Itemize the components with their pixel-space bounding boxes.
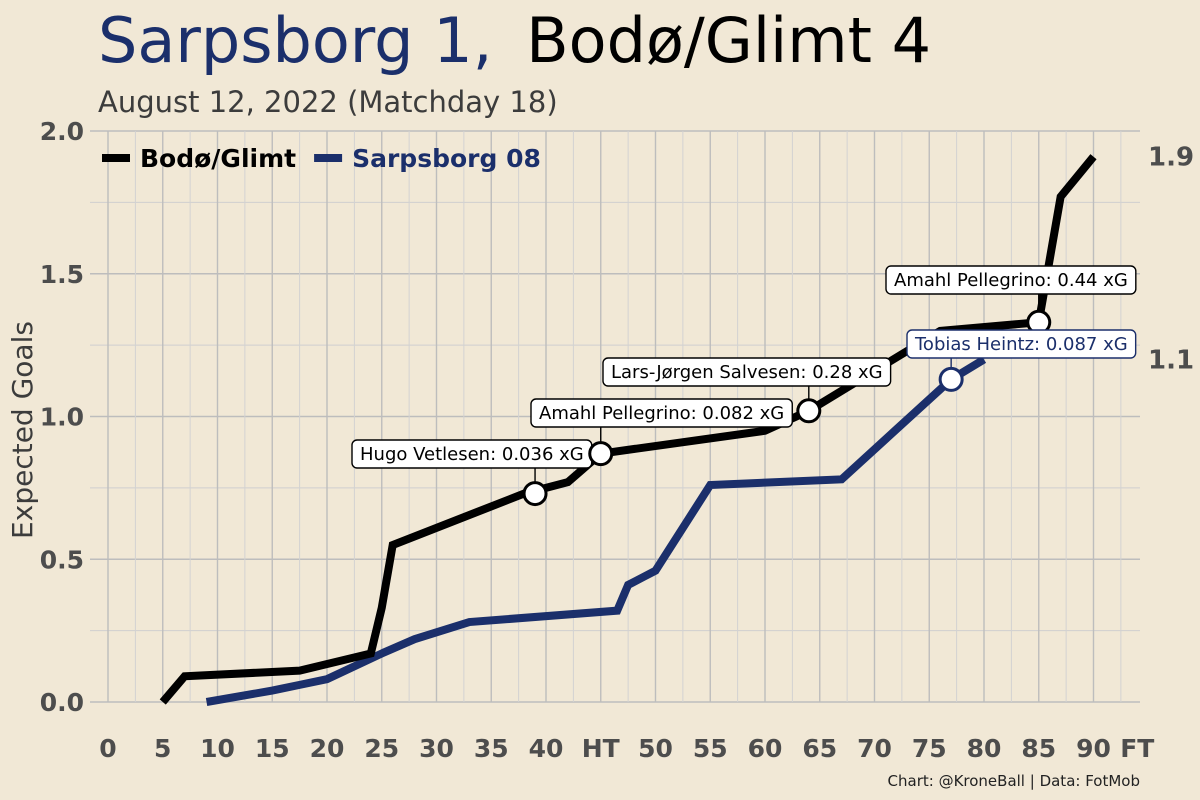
y-tick-label: 0.0 — [40, 688, 84, 717]
annotation-box — [906, 329, 1137, 359]
y-axis-ticks: 0.0 0.5 1.0 1.5 2.0 — [40, 117, 84, 717]
annotation-box — [602, 357, 892, 387]
grid-lines — [90, 130, 1140, 703]
chart-subtitle: August 12, 2022 (Matchday 18) — [98, 85, 558, 119]
series-line — [205, 355, 987, 706]
x-tick-label: 55 — [693, 734, 728, 763]
x-tick-label: 0 — [99, 734, 116, 763]
x-tick-label: 60 — [748, 734, 783, 763]
x-tick-label: 70 — [857, 734, 892, 763]
x-tick-label: FT — [1120, 734, 1154, 763]
x-tick-label: 25 — [364, 734, 399, 763]
x-tick-label: 40 — [529, 734, 564, 763]
x-axis-ticks: 0 5 10 15 20 25 30 35 40 HT 50 55 60 65 70 75 80 85 90 FT — [99, 734, 1154, 763]
x-tick-label: 75 — [912, 734, 947, 763]
annotation-text: Tobias Heintz: 0.087 xG — [914, 334, 1128, 355]
annotation-box — [530, 398, 793, 428]
x-tick-label: HT — [582, 734, 620, 763]
y-tick-label: 2.0 — [40, 117, 84, 146]
annotation-text: Hugo Vetlesen: 0.036 xG — [360, 444, 584, 465]
annotation: Tobias Heintz: 0.087 xG — [906, 329, 1137, 392]
series-lines — [159, 154, 1097, 706]
series-end-labels: 1.9 1.1 — [1148, 143, 1194, 376]
x-tick-label: 35 — [474, 734, 509, 763]
series-end-label: 1.1 — [1148, 345, 1194, 375]
goal-marker — [938, 366, 964, 392]
legend-label: Bodø/Glimt — [140, 144, 296, 173]
chart-caption: Chart: @KroneBall | Data: FotMob — [888, 772, 1140, 790]
goal-marker — [522, 481, 548, 507]
x-tick-label: 5 — [154, 734, 171, 763]
x-tick-label: 10 — [200, 734, 235, 763]
chart-title: Sarpsborg 1, Bodø/Glimt 4 — [98, 4, 931, 77]
shot-annotations: Hugo Vetlesen: 0.036 xG Amahl Pellegrino:… — [351, 265, 1137, 507]
annotation: Amahl Pellegrino: 0.44 xG — [885, 265, 1137, 335]
x-tick-label: 30 — [419, 734, 454, 763]
annotation: Amahl Pellegrino: 0.082 xG — [530, 398, 793, 467]
title-home-team: Sarpsborg 1, — [98, 4, 492, 77]
x-tick-label: 15 — [255, 734, 290, 763]
goal-marker — [588, 441, 614, 467]
goal-marker — [796, 398, 822, 424]
annotation-text: Amahl Pellegrino: 0.44 xG — [894, 270, 1128, 291]
y-axis-label: Expected Goals — [6, 321, 39, 539]
series-end-label: 1.9 — [1148, 143, 1194, 173]
y-tick-label: 1.5 — [40, 260, 84, 289]
x-tick-label: 80 — [967, 734, 1002, 763]
x-tick-label: 65 — [802, 734, 837, 763]
annotation: Hugo Vetlesen: 0.036 xG — [351, 439, 593, 507]
annotation-text: Amahl Pellegrino: 0.082 xG — [539, 403, 784, 424]
x-tick-label: 90 — [1076, 734, 1111, 763]
legend-label: Sarpsborg 08 — [352, 144, 541, 173]
annotation-box — [885, 265, 1137, 295]
y-tick-label: 0.5 — [40, 545, 84, 574]
title-away-team: Bodø/Glimt 4 — [526, 4, 931, 77]
annotation: Lars-Jørgen Salvesen: 0.28 xG — [602, 357, 892, 424]
annotation-text: Lars-Jørgen Salvesen: 0.28 xG — [611, 362, 883, 383]
legend: Bodø/Glimt Sarpsborg 08 — [102, 144, 541, 173]
x-tick-label: 20 — [310, 734, 345, 763]
x-tick-label: 85 — [1021, 734, 1056, 763]
x-tick-label: 50 — [638, 734, 673, 763]
y-tick-label: 1.0 — [40, 403, 84, 432]
series-line — [159, 154, 1097, 705]
